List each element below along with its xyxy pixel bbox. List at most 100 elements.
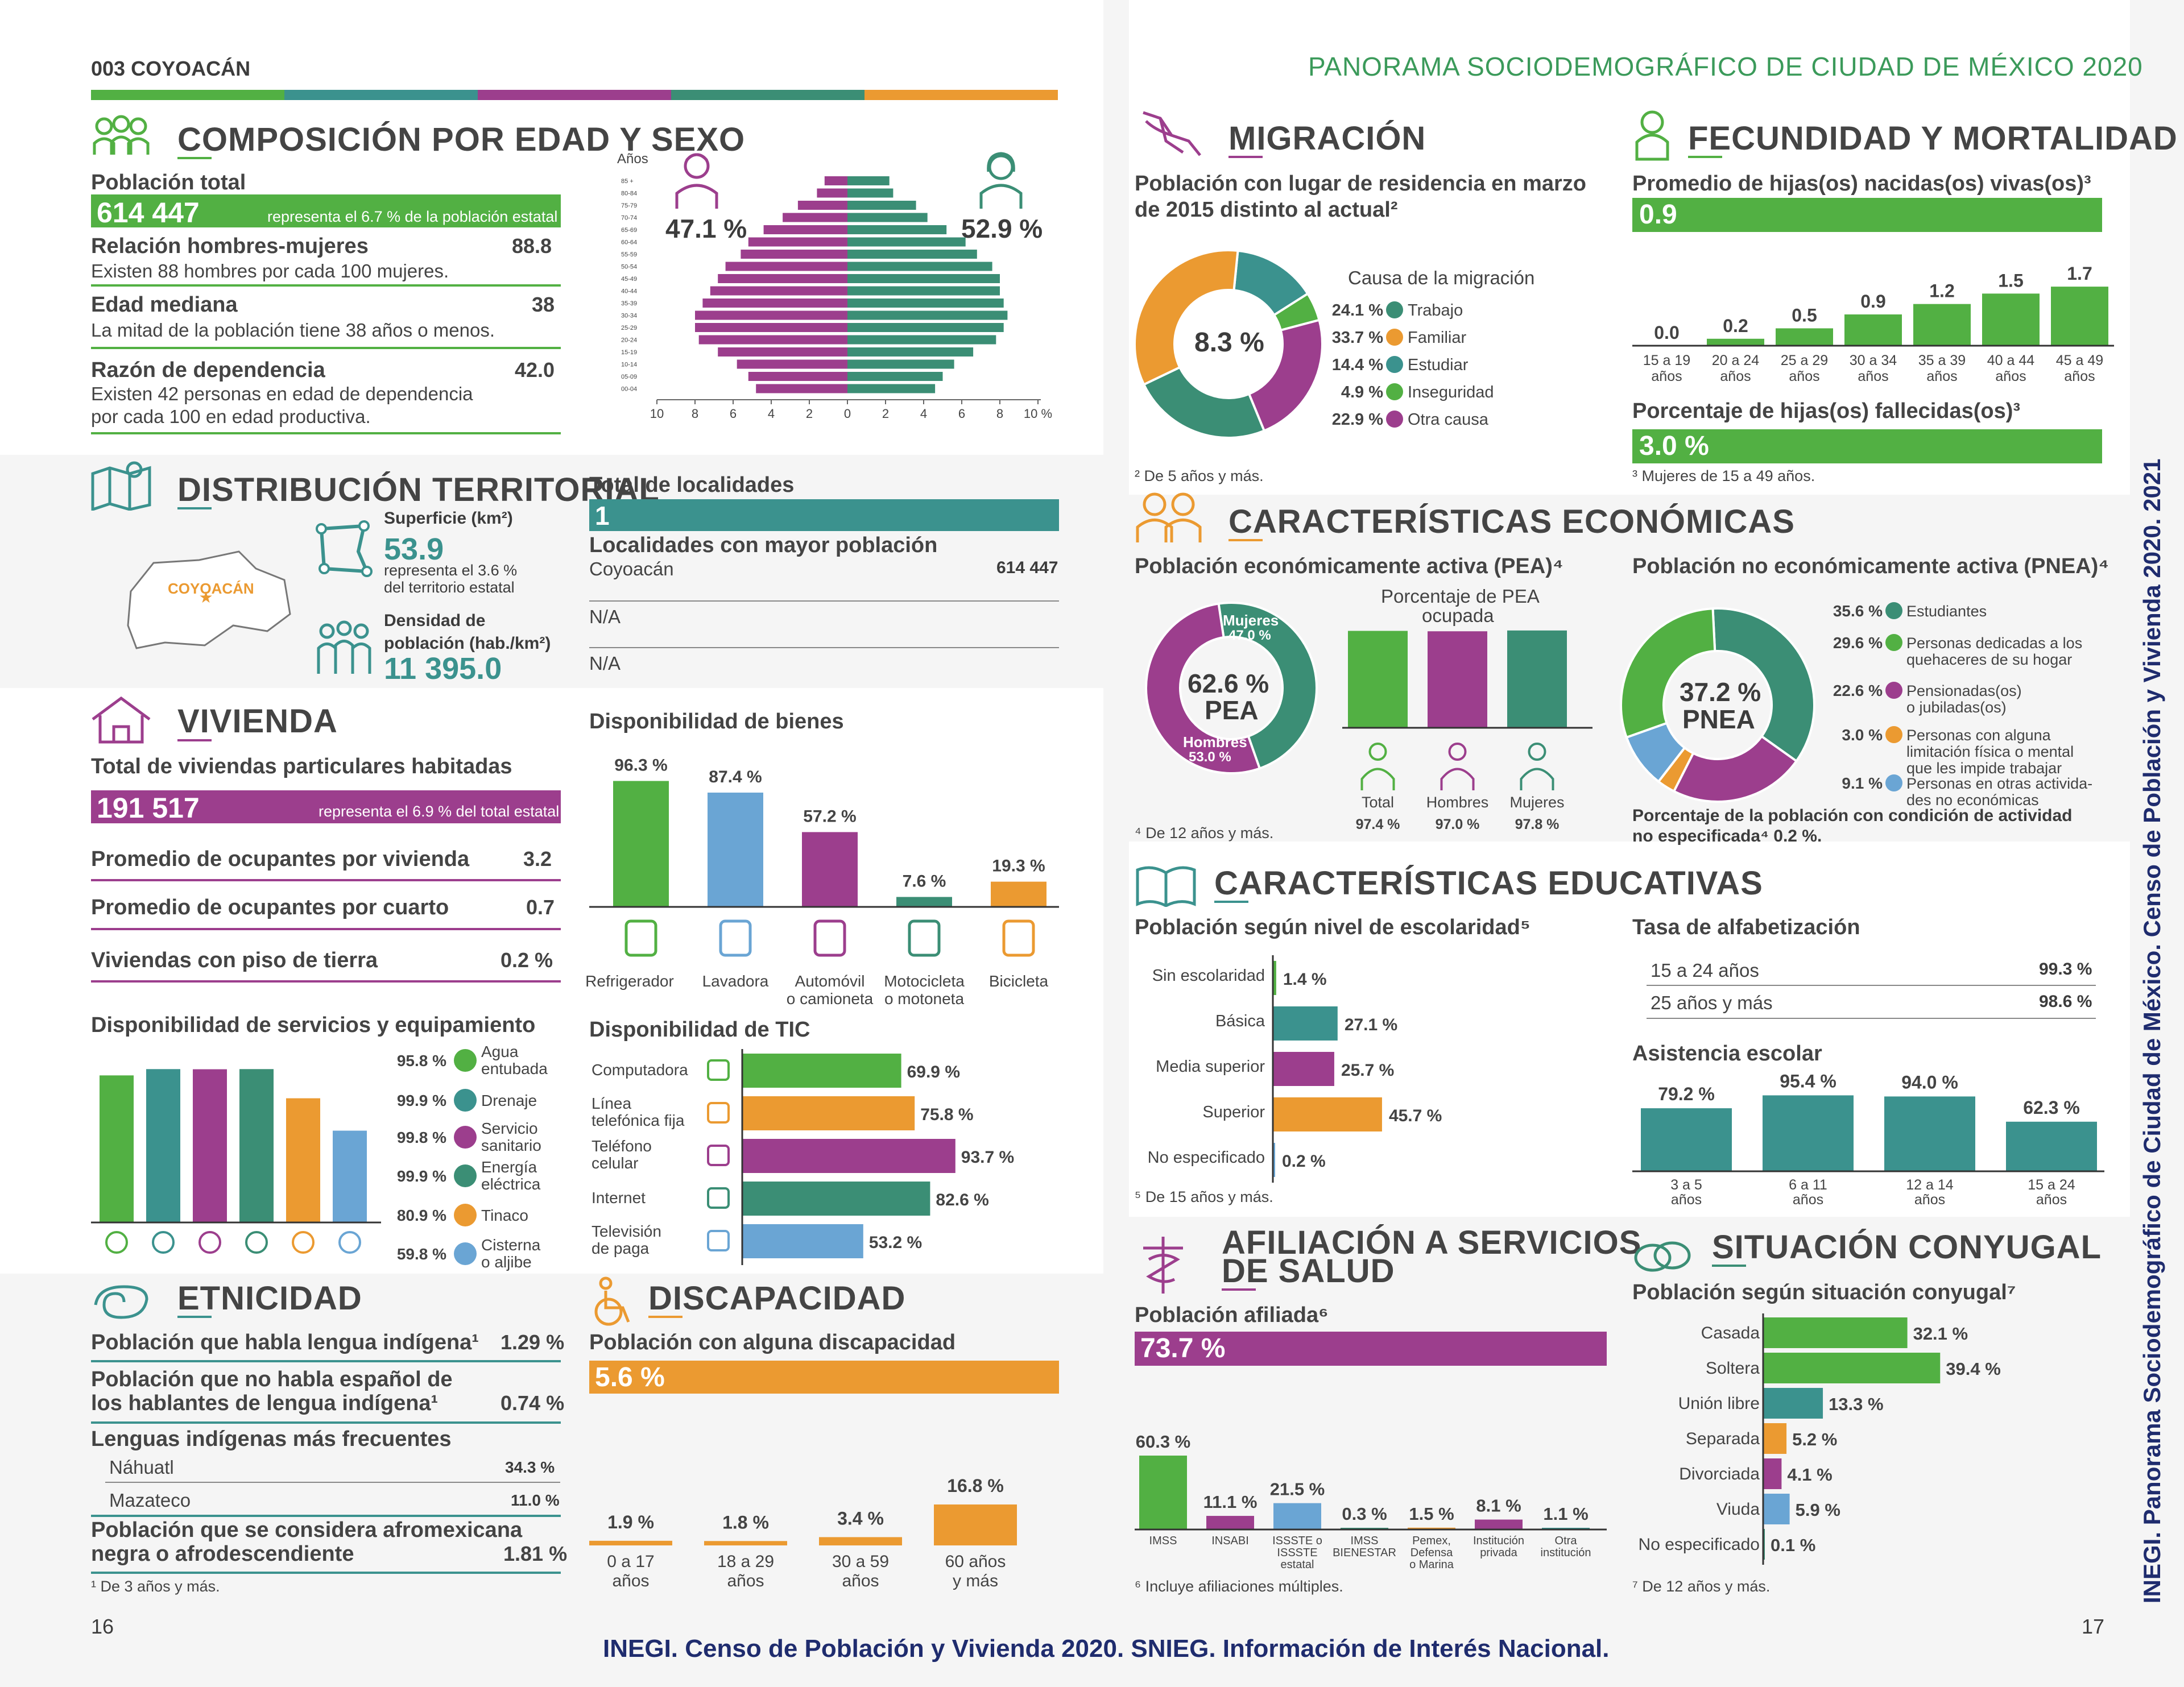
category-label: Casada — [1701, 1324, 1760, 1342]
data-label: 82.6 % — [936, 1191, 988, 1209]
bar-hombres — [824, 176, 847, 185]
bienes-title: Disponibilidad de bienes — [589, 710, 844, 733]
pob-total-note: representa el 6.7 % de la población esta… — [267, 208, 558, 225]
legend-swatch — [1386, 356, 1403, 373]
area-icon — [316, 520, 373, 577]
legend-label: Estudiar — [1408, 356, 1469, 374]
legend-value: 99.9 % — [397, 1092, 446, 1109]
bar-hombres — [702, 299, 847, 308]
category-label: Televisión — [592, 1222, 661, 1240]
category-label: y más — [953, 1572, 998, 1590]
category-label: años — [2064, 368, 2095, 384]
category-label: celular — [592, 1154, 638, 1172]
category-label: No especificado — [1639, 1535, 1760, 1554]
bar-mujeres — [847, 347, 974, 357]
pea-hombres-value: 53.0 % — [1189, 749, 1231, 765]
legend-value: 4.9 % — [1341, 383, 1383, 401]
health-icon — [1143, 1237, 1183, 1294]
tick-label: 10 — [650, 407, 664, 421]
loc-name: Coyoacán — [589, 558, 674, 579]
afro-value: 1.81 % — [503, 1542, 568, 1565]
tick-label: 05-09 — [621, 374, 637, 380]
data-label: 1.1 % — [1543, 1504, 1588, 1524]
map-label: COYOACÁN — [168, 580, 254, 597]
lengua-name: Náhuatl — [109, 1457, 174, 1478]
category-label: 6 a 11 — [1789, 1177, 1827, 1193]
bar-hombres — [698, 335, 847, 345]
category-label: 25 a 29 — [1781, 353, 1828, 368]
data-label: 97.0 % — [1436, 816, 1480, 832]
tick-label: 50-54 — [621, 264, 637, 271]
promedio-label: Promedio de hijas(os) nacidas(os) vivas(… — [1632, 172, 2091, 196]
data-label: 95.4 % — [1780, 1071, 1836, 1091]
legend-value: 95.8 % — [397, 1052, 446, 1070]
data-label: 0.2 % — [1282, 1152, 1326, 1171]
data-label: 5.2 % — [1792, 1429, 1837, 1449]
conyugal-note: ⁷ De 12 años y más. — [1632, 1578, 1771, 1595]
category-label: Total — [1362, 794, 1394, 811]
legend-label: limitación física o mental — [1906, 743, 2074, 760]
alfa-value: 98.6 % — [2039, 992, 2092, 1011]
bar — [1763, 1095, 1854, 1171]
bar — [1776, 328, 1833, 346]
data-label: 1.2 — [1929, 281, 1954, 301]
divider — [91, 1515, 561, 1517]
bar-mujeres — [847, 372, 943, 381]
divider — [91, 928, 561, 930]
bar — [704, 1541, 787, 1545]
habla-label: Población que habla lengua indígena¹ — [91, 1330, 479, 1354]
divider — [1228, 539, 1263, 541]
data-label: 0.1 % — [1771, 1535, 1815, 1555]
afro-label: Población que se considera afromexicana — [91, 1518, 523, 1542]
bar — [1844, 314, 1902, 346]
servicios-title: Disponibilidad de servicios y equipamien… — [91, 1013, 536, 1037]
tick-label: 80-84 — [621, 190, 637, 197]
afiliada-bar — [1135, 1332, 1607, 1366]
people-icon — [93, 115, 150, 155]
data-label: 57.2 % — [803, 807, 856, 826]
pea-mujeres-value: 47.0 % — [1228, 628, 1271, 643]
escolaridad-label: Población según nivel de escolaridad⁵ — [1135, 915, 1531, 939]
category-label: o motoneta — [884, 990, 965, 1008]
legend-label: Pensionadas(os) — [1906, 682, 2022, 699]
data-label: 79.2 % — [1658, 1084, 1715, 1104]
ethnicity-icon — [94, 1285, 148, 1319]
causa-title: Causa de la migración — [1348, 267, 1535, 288]
donut-slice — [1672, 735, 1798, 803]
bar-hombres — [695, 310, 847, 320]
woman-icon — [979, 152, 1023, 209]
bar — [1763, 1353, 1941, 1383]
category-label: años — [1651, 368, 1682, 384]
legend-value: 99.9 % — [397, 1167, 446, 1185]
service-icon — [152, 1231, 175, 1254]
workers-icon — [1136, 492, 1202, 542]
data-label: 0.0 — [1654, 322, 1679, 343]
data-label: 96.3 % — [614, 756, 667, 775]
person-icon — [1368, 743, 1387, 761]
razon-label: Razón de dependencia — [91, 358, 325, 382]
tick-label: 15-19 — [621, 349, 637, 356]
bar — [146, 1069, 180, 1222]
book-icon — [1136, 866, 1196, 907]
service-icon — [292, 1231, 315, 1254]
alfabetizacion-label: Tasa de alfabetización — [1632, 915, 1860, 939]
category-label: Divorciada — [1679, 1465, 1760, 1483]
asistencia-label: Asistencia escolar — [1632, 1042, 1822, 1066]
category-label: 0 a 17 — [607, 1552, 654, 1571]
tic-icon — [707, 1102, 730, 1124]
data-label: 97.4 % — [1356, 816, 1400, 832]
divider — [1688, 156, 1722, 158]
legend-value: 80.9 % — [397, 1207, 446, 1224]
legend-label: Tinaco — [481, 1207, 528, 1224]
legend-value: 9.1 % — [1842, 774, 1883, 792]
pnea-center: PNEA — [1682, 704, 1755, 734]
piso-label: Viviendas con piso de tierra — [91, 948, 378, 972]
legend-swatch — [1885, 774, 1902, 791]
legend-swatch — [1885, 726, 1902, 743]
tic-icon — [707, 1230, 730, 1251]
legend-swatch — [1386, 329, 1403, 346]
page-number-right: 17 — [2082, 1615, 2105, 1638]
data-label: 32.1 % — [1913, 1324, 1968, 1344]
category-label: años — [1914, 1192, 1945, 1208]
